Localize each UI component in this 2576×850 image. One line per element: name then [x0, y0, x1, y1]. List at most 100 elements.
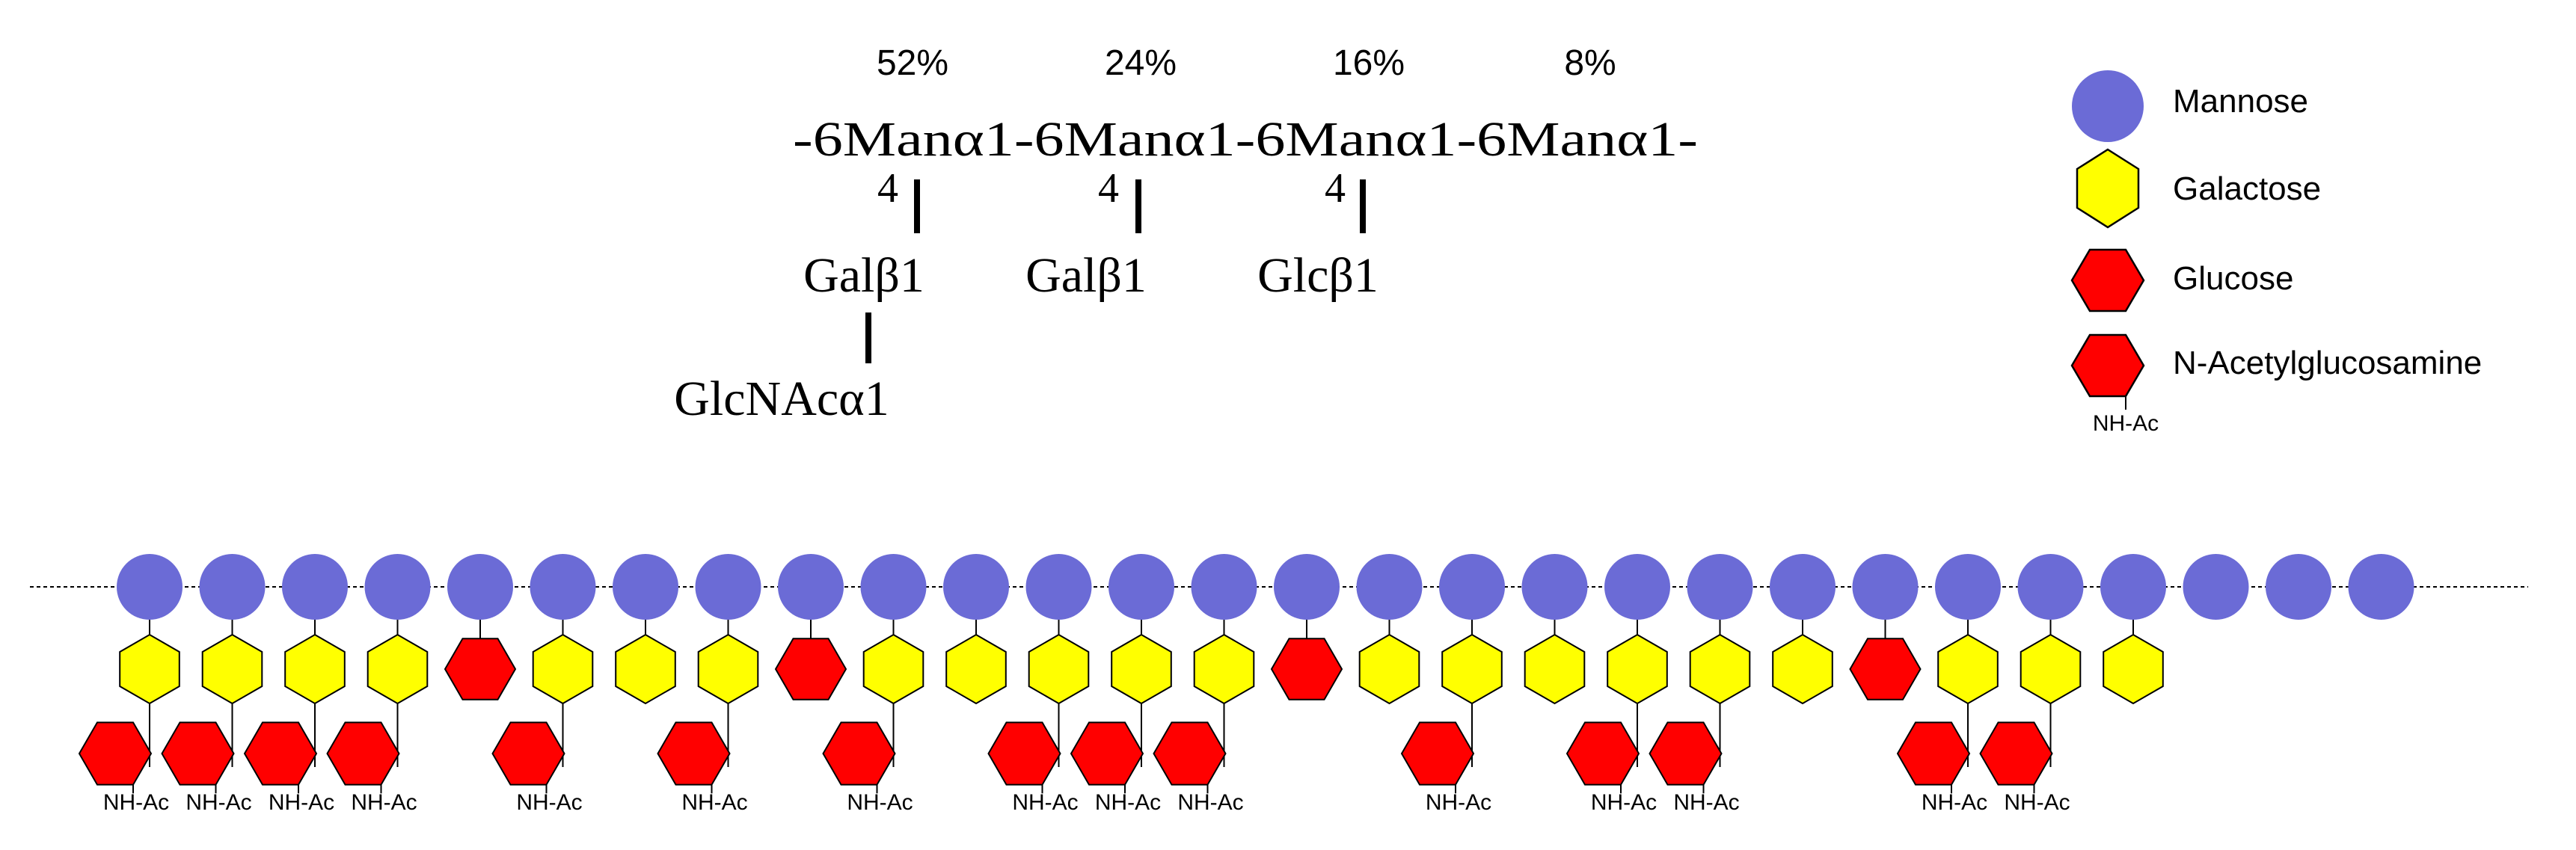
mannose-residue	[1108, 554, 1174, 620]
mannose-residue	[2183, 554, 2249, 620]
nhac-label: NH-Ac	[681, 790, 747, 815]
galactose-residue	[1607, 633, 1668, 705]
glcnac-residue	[1400, 721, 1475, 786]
glcnac-residue	[243, 721, 318, 786]
percent-label: 52%	[877, 43, 948, 83]
polysaccharide-chain: NH-Ac NH-Ac NH-Ac NH-Ac NH-Ac NH-Ac NH-Ac NH-Ac…	[30, 554, 2528, 815]
linkage-bond	[914, 179, 920, 233]
mannose-legend-icon	[2072, 70, 2144, 142]
legend-label-galactose: Galactose	[2173, 170, 2321, 207]
galactose-residue	[284, 633, 346, 705]
glcnac-residue	[161, 721, 235, 786]
mannose-residue	[1356, 554, 1423, 620]
nhac-label: NH-Ac	[1922, 790, 1987, 815]
nhac-label: NH-Ac	[269, 790, 334, 815]
nhac-label: NH-Ac	[516, 790, 582, 815]
galactose-residue	[862, 633, 924, 705]
glucose-residue	[1849, 638, 1922, 700]
glcnac-residue	[1979, 721, 2053, 786]
glcnac-residue	[1649, 721, 1723, 786]
mannose-residue	[695, 554, 761, 620]
linkage-bond	[1135, 179, 1141, 233]
mannose-residue	[1439, 554, 1505, 620]
mannose-residue	[364, 554, 431, 620]
nhac-label: NH-Ac	[185, 790, 251, 815]
mannose-residue	[1687, 554, 1753, 620]
mannose-residue	[1770, 554, 1836, 620]
mannose-residue	[860, 554, 927, 620]
galactose-residue	[1937, 633, 1999, 705]
mannose-residue	[1191, 554, 1257, 620]
nhac-label: NH-Ac	[1177, 790, 1243, 815]
nhac-label: NH-Ac	[1426, 790, 1491, 815]
mannose-residue	[1935, 554, 2001, 620]
mannose-residue	[613, 554, 678, 620]
mannose-residue	[2017, 554, 2084, 620]
glucose-residue	[774, 638, 847, 700]
legend-label-glcnac: N-Acetylglucosamine	[2173, 345, 2482, 381]
mannose-residue	[778, 554, 844, 620]
galactose-residue	[1193, 633, 1255, 705]
glcnac-residue	[1153, 721, 1227, 786]
glcnac-residue	[987, 721, 1061, 786]
glcnac-residue	[1070, 721, 1144, 786]
galactose-residue	[532, 633, 594, 705]
linkage-bond	[1360, 179, 1366, 233]
galactose-residue	[697, 633, 759, 705]
mannose-residue	[1025, 554, 1092, 620]
galactose-residue	[2103, 633, 2164, 705]
nhac-label: NH-Ac	[1012, 790, 1078, 815]
linkage-number: 4	[1325, 165, 1346, 212]
mannose-residue	[2100, 554, 2166, 620]
backbone-formula: -6Manα1-6Manα1-6Manα1-6Manα1-	[793, 112, 1698, 167]
galactose-residue	[201, 633, 263, 705]
glucose-residue	[1270, 638, 1343, 700]
branch-sugar: Galβ1	[803, 248, 924, 303]
terminal-sugar: GlcNAcα1	[674, 372, 889, 426]
nhac-label: NH-Ac	[1095, 790, 1161, 815]
mannose-residue	[2348, 554, 2414, 620]
galactose-residue	[1524, 633, 1586, 705]
galactose-residue	[119, 633, 180, 705]
mannose-residue	[1852, 554, 1919, 620]
glucose-residue	[444, 638, 517, 700]
glcnac-legend-icon	[2070, 333, 2145, 398]
galactose-residue	[615, 633, 676, 705]
glcnac-residue	[78, 721, 153, 786]
galactose-residue	[1441, 633, 1503, 705]
galactose-residue	[1772, 633, 1833, 705]
linkage-number: 4	[877, 165, 898, 212]
percent-label: 16%	[1333, 43, 1405, 83]
branch-sugar: Galβ1	[1025, 248, 1147, 303]
galactose-residue	[1111, 633, 1172, 705]
legend-label-mannose: Mannose	[2173, 83, 2308, 120]
legend-nhac-label: NH-Ac	[2093, 411, 2159, 436]
glcnac-residue	[326, 721, 400, 786]
nhac-label: NH-Ac	[103, 790, 169, 815]
glcnac-residue	[1896, 721, 1971, 786]
galactose-residue	[367, 633, 429, 705]
linkage-number: 4	[1098, 165, 1119, 212]
branch-sugar: Glcβ1	[1257, 248, 1379, 303]
terminal-bond	[865, 312, 871, 363]
legend: Mannose Galactose Glucose N-Acetylglucos…	[2070, 70, 2482, 436]
mannose-residue	[2266, 554, 2331, 620]
structural-formula: 52% 24% 16% 8% -6Manα1-6Manα1-6Manα1-6Ma…	[674, 43, 1698, 426]
galactose-legend-icon	[2076, 148, 2140, 229]
percent-label: 24%	[1105, 43, 1177, 83]
glcnac-residue	[1565, 721, 1640, 786]
nhac-label: NH-Ac	[1673, 790, 1739, 815]
mannose-residue	[282, 554, 348, 620]
nhac-label: NH-Ac	[2004, 790, 2070, 815]
galactose-residue	[1358, 633, 1420, 705]
mannose-residue	[199, 554, 266, 620]
mannose-residue	[1521, 554, 1588, 620]
galactose-residue	[2020, 633, 2082, 705]
nhac-label: NH-Ac	[847, 790, 913, 815]
glcnac-residue	[657, 721, 731, 786]
mannose-residue	[117, 554, 183, 620]
legend-label-glucose: Glucose	[2173, 260, 2293, 297]
nhac-label: NH-Ac	[1591, 790, 1657, 815]
galactose-residue	[945, 633, 1007, 705]
